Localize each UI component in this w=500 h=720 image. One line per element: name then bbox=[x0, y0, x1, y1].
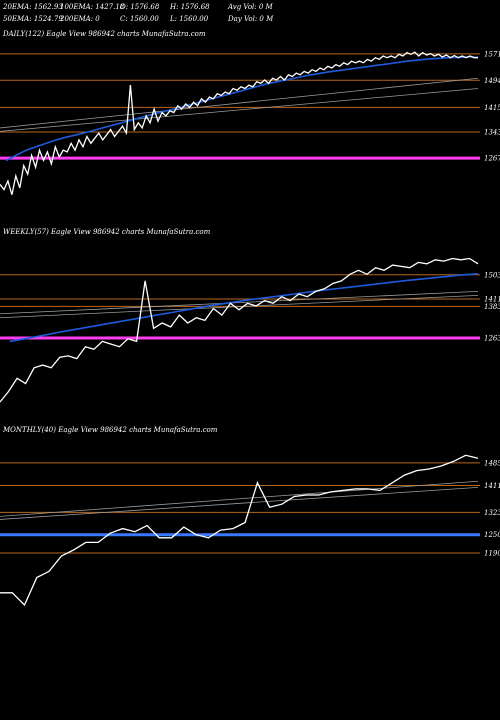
header-50ema: 50EMA: 1524.79 bbox=[3, 15, 63, 23]
trend-line-monthly-1 bbox=[0, 486, 479, 520]
trend-line-daily-0 bbox=[0, 77, 479, 129]
price-line-weekly bbox=[0, 257, 479, 403]
level-label-daily-2: 1415 bbox=[484, 104, 500, 112]
panel-monthly: MONTHLY(40) Eagle View 986942 charts Mun… bbox=[0, 426, 500, 607]
level-label-daily-1: 1494 bbox=[484, 77, 500, 85]
header-row-2: 50EMA: 1524.79 200EMA: 0 C: 1560.00 L: 1… bbox=[3, 15, 274, 23]
level-label-monthly-4: 1190 bbox=[484, 550, 500, 558]
header-close: C: 1560.00 bbox=[120, 15, 159, 23]
ema-line-weekly bbox=[9, 273, 479, 343]
panel-weekly-plot: 1503 14111383 1263 bbox=[0, 257, 500, 403]
panel-daily: DAILY(122) Eagle View 986942 charts Muna… bbox=[0, 30, 500, 195]
level-label-weekly-3: 1263 bbox=[484, 335, 500, 343]
price-line-monthly bbox=[0, 454, 479, 607]
header-100ema: 100EMA: 1427.18 bbox=[60, 3, 125, 11]
header-20ema: 20EMA: 1562.93 bbox=[2, 3, 63, 11]
panel-monthly-title: MONTHLY(40) Eagle View 986942 charts Mun… bbox=[2, 426, 218, 434]
trend-line-weekly-0 bbox=[0, 291, 479, 315]
trend-line-monthly-0 bbox=[0, 480, 479, 517]
panel-daily-title: DAILY(122) Eagle View 986942 charts Muna… bbox=[2, 30, 206, 38]
panel-weekly: WEEKLY(57) Eagle View 986942 charts Muna… bbox=[0, 228, 500, 403]
header-high: H: 1576.68 bbox=[169, 3, 210, 11]
header-200ema: 200EMA: 0 bbox=[59, 15, 100, 23]
level-label-monthly-3: 1250 bbox=[484, 531, 500, 539]
level-label-daily-3: 1343 bbox=[484, 129, 500, 137]
trend-line-weekly-1 bbox=[0, 294, 479, 319]
level-label-weekly-0: 1503 bbox=[484, 271, 500, 279]
header-row-1: 20EMA: 1562.93 100EMA: 1427.18 O: 1576.6… bbox=[2, 3, 274, 11]
level-label-monthly-0: 1485 bbox=[484, 459, 500, 467]
panel-weekly-title: WEEKLY(57) Eagle View 986942 charts Muna… bbox=[3, 228, 211, 236]
header-low: L: 1560.00 bbox=[169, 15, 209, 23]
header-avg-vol: Avg Vol: 0 M bbox=[227, 3, 274, 11]
trend-line-daily-1 bbox=[0, 88, 479, 132]
header-day-vol: Day Vol: 0 M bbox=[227, 15, 274, 23]
level-label-monthly-2: 1323 bbox=[484, 509, 500, 517]
level-label-daily-4: 1267 bbox=[484, 155, 500, 163]
level-label-weekly-2: 1383 bbox=[484, 303, 500, 311]
ema-line-daily bbox=[5, 56, 478, 162]
header-open: O: 1576.68 bbox=[120, 3, 160, 11]
price-line-daily bbox=[0, 51, 478, 195]
